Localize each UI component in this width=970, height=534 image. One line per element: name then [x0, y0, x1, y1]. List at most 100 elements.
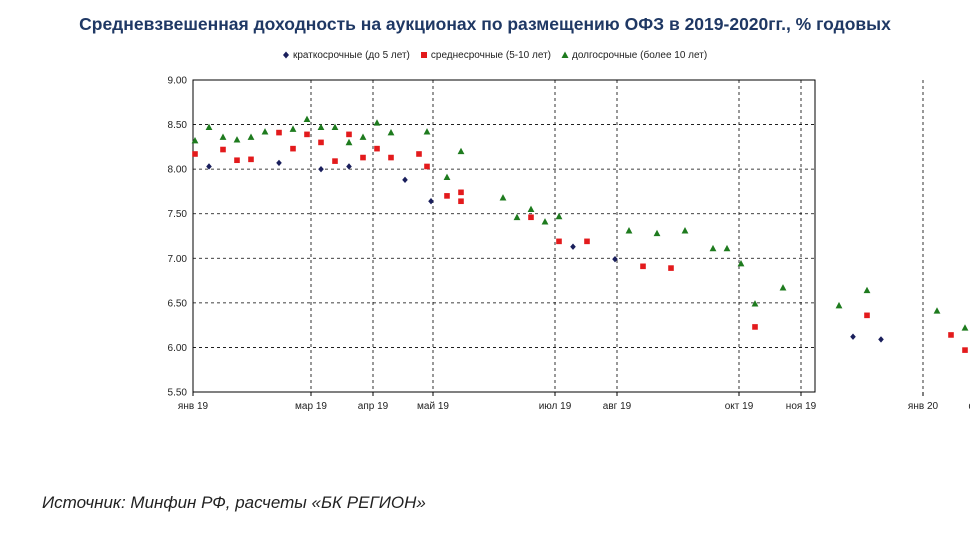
data-point-mid-term: [458, 189, 464, 196]
data-point-mid-term: [332, 158, 338, 164]
data-point-long-term: [317, 123, 325, 131]
x-tick-label: янв 19: [178, 401, 209, 412]
x-tick-label: ноя 19: [786, 401, 817, 412]
data-point-mid-term: [640, 263, 646, 270]
data-point-long-term: [219, 133, 227, 140]
data-point-long-term: [499, 194, 507, 201]
legend-marker-diamond: [283, 51, 289, 59]
y-tick-label: 8.50: [168, 120, 188, 131]
data-point-long-term: [345, 138, 353, 146]
data-point-long-term: [303, 115, 311, 123]
data-point-mid-term: [948, 332, 954, 338]
data-point-long-term: [625, 227, 633, 234]
data-point-short-term: [402, 176, 408, 184]
chart-legend: краткосрочные (до 5 лет) среднесрочные (…: [282, 47, 717, 63]
data-point-mid-term: [864, 312, 870, 319]
data-point-long-term: [863, 286, 871, 294]
data-point-long-term: [961, 324, 969, 331]
data-point-mid-term: [584, 238, 590, 245]
data-point-short-term: [206, 163, 212, 170]
y-tick-label: 7.50: [168, 209, 188, 220]
data-point-short-term: [570, 243, 576, 250]
data-point-short-term: [276, 159, 282, 167]
data-point-long-term: [653, 229, 661, 237]
data-point-short-term: [346, 163, 352, 170]
data-point-long-term: [751, 300, 759, 307]
data-point-long-term: [289, 125, 297, 132]
data-point-long-term: [261, 128, 269, 135]
x-tick-label: авг 19: [603, 401, 632, 412]
y-tick-label: 8.00: [168, 165, 188, 176]
data-point-long-term: [331, 123, 339, 131]
data-point-long-term: [555, 212, 563, 220]
legend-label-mid-term: среднесрочные (5-10 лет): [430, 49, 551, 61]
data-point-mid-term: [318, 139, 324, 146]
data-point-mid-term: [528, 214, 534, 221]
data-point-long-term: [513, 213, 521, 221]
data-point-long-term: [709, 244, 717, 252]
legend-label-short-term: краткосрочные (до 5 лет): [293, 49, 410, 61]
data-point-mid-term: [360, 154, 366, 161]
data-point-mid-term: [234, 157, 240, 164]
data-point-long-term: [933, 307, 941, 314]
data-point-short-term: [318, 165, 324, 173]
data-point-long-term: [387, 128, 395, 136]
data-point-long-term: [681, 227, 689, 234]
data-point-mid-term: [416, 151, 422, 157]
data-point-long-term: [737, 260, 745, 267]
chart-title: Средневзвешенная доходность на аукционах…: [79, 14, 891, 34]
data-point-mid-term: [444, 193, 450, 199]
y-tick-label: 6.00: [168, 343, 188, 354]
data-point-long-term: [247, 133, 255, 140]
data-point-mid-term: [276, 129, 282, 136]
y-tick-label: 7.00: [168, 254, 188, 265]
x-tick-label: апр 19: [358, 401, 389, 412]
x-tick-label: мар 19: [295, 401, 327, 412]
legend-item-long-term: долгосрочные (более 10 лет): [561, 50, 707, 61]
x-tick-label: июл 19: [539, 401, 572, 412]
x-tick-label: фев 20: [968, 400, 970, 412]
legend-item-mid-term: среднесрочные (5-10 лет): [420, 50, 551, 61]
data-point-mid-term: [192, 151, 198, 157]
data-point-short-term: [878, 336, 884, 343]
y-tick-label: 6.50: [168, 298, 188, 309]
data-point-mid-term: [458, 198, 464, 205]
data-point-mid-term: [248, 156, 254, 163]
data-point-long-term: [527, 205, 535, 213]
data-point-short-term: [612, 255, 618, 263]
x-tick-label: май 19: [417, 401, 449, 412]
data-point-mid-term: [556, 238, 562, 245]
y-tick-label: 9.00: [168, 76, 188, 87]
plot-area-border: [192, 79, 816, 393]
legend-marker-square: [420, 52, 427, 58]
legend-item-short-term: краткосрочные (до 5 лет): [282, 50, 410, 61]
data-point-mid-term: [374, 145, 380, 152]
data-point-long-term: [723, 244, 731, 252]
data-point-mid-term: [424, 163, 430, 170]
chart-plot: 5.50 6.00 6.50 7.00 7.50 8.00 8.50 9.00 янв 19 ма…: [168, 76, 970, 413]
data-point-mid-term: [962, 347, 968, 353]
data-point-long-term: [779, 284, 787, 291]
data-point-mid-term: [668, 265, 674, 271]
data-point-long-term: [359, 133, 367, 140]
x-tick-label: окт 19: [725, 401, 754, 412]
data-point-long-term: [835, 301, 843, 309]
data-point-long-term: [191, 137, 199, 144]
data-point-short-term: [428, 198, 434, 205]
data-point-mid-term: [346, 131, 352, 138]
legend-label-long-term: долгосрочные (более 10 лет): [571, 49, 708, 61]
data-point-long-term: [541, 218, 549, 225]
data-point-long-term: [443, 173, 451, 180]
data-point-long-term: [205, 123, 213, 131]
data-point-long-term: [423, 128, 431, 135]
legend-marker-triangle: [561, 51, 569, 58]
data-point-long-term: [457, 147, 465, 155]
data-point-mid-term: [304, 131, 310, 138]
y-tick-label: 5.50: [168, 388, 188, 399]
data-point-long-term: [373, 119, 381, 126]
data-point-short-term: [850, 333, 856, 340]
data-point-mid-term: [388, 154, 394, 161]
x-tick-label: янв 20: [908, 401, 939, 412]
source-note: Источник: Минфин РФ, расчеты «БК РЕГИОН»: [42, 493, 426, 512]
data-point-mid-term: [290, 145, 296, 152]
